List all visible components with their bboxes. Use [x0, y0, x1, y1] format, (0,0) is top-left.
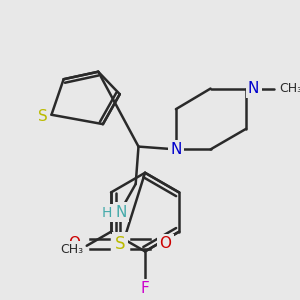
- Text: CH₃: CH₃: [279, 82, 300, 95]
- Text: O: O: [68, 236, 80, 251]
- Text: S: S: [38, 109, 48, 124]
- Text: N: N: [170, 142, 182, 157]
- Text: S: S: [115, 235, 125, 253]
- Text: O: O: [160, 236, 172, 251]
- Text: N: N: [248, 81, 259, 96]
- Text: H: H: [101, 206, 112, 220]
- Text: N: N: [115, 205, 126, 220]
- Text: CH₃: CH₃: [60, 243, 83, 256]
- Text: F: F: [141, 281, 149, 296]
